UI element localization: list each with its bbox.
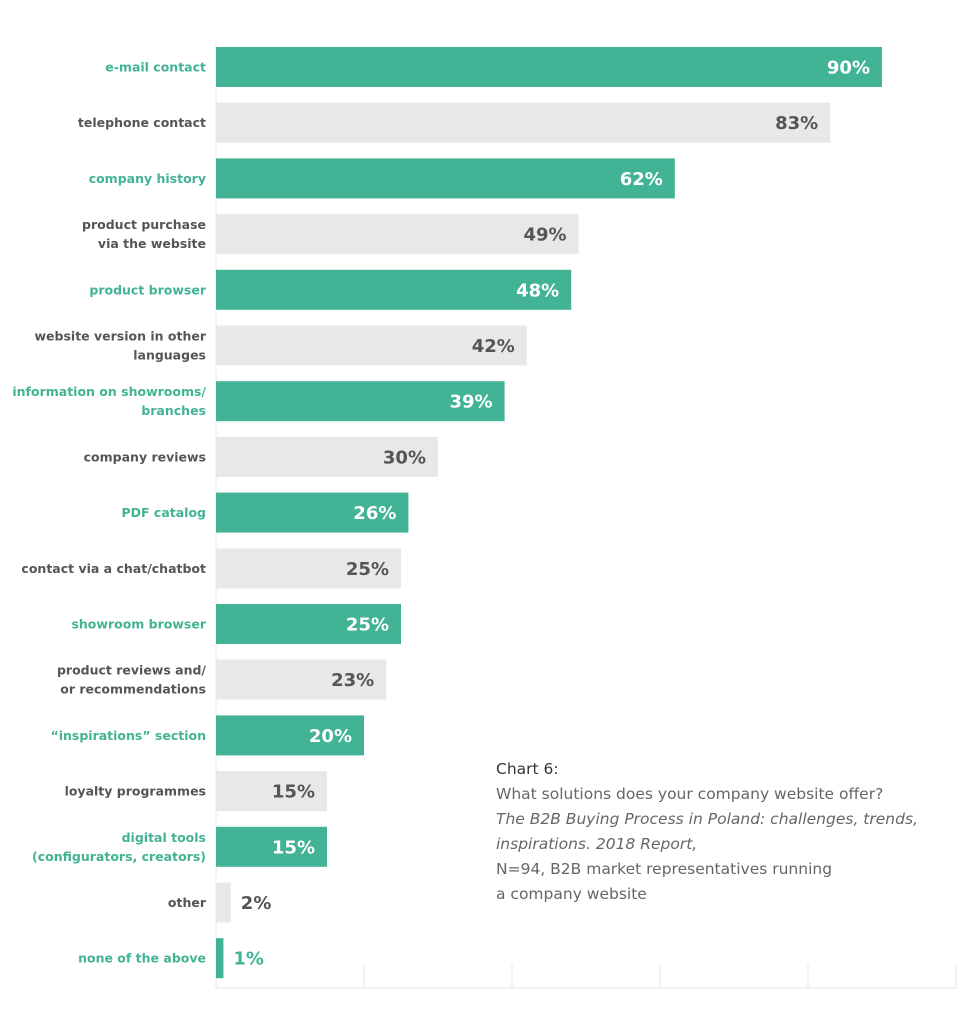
value-label: 39% bbox=[450, 392, 493, 413]
bar bbox=[216, 102, 831, 143]
category-label: contact via a chat/chatbot bbox=[21, 561, 206, 576]
value-label: 15% bbox=[272, 782, 315, 803]
bar bbox=[216, 158, 675, 199]
bar bbox=[216, 492, 409, 533]
bar bbox=[216, 659, 387, 700]
chart-caption: Chart 6: What solutions does your compan… bbox=[496, 757, 956, 907]
value-label: 49% bbox=[524, 225, 567, 246]
category-label: product purchase via the website bbox=[82, 217, 206, 251]
value-label: 48% bbox=[516, 280, 559, 301]
bar bbox=[216, 47, 882, 87]
category-label: website version in other languages bbox=[35, 329, 207, 363]
value-labels: 90% 83% 62% 49% 48% 42% 39% 30% 26% 25% 25% 23% 20% 1… bbox=[233, 58, 870, 970]
category-label: other bbox=[168, 895, 207, 910]
category-label: showroom browser bbox=[71, 617, 206, 632]
value-label: 23% bbox=[331, 670, 374, 691]
category-label: loyalty programmes bbox=[65, 784, 206, 799]
bar bbox=[216, 381, 505, 422]
value-label: 83% bbox=[775, 113, 818, 134]
value-label: 20% bbox=[309, 726, 352, 747]
bar bbox=[216, 214, 579, 255]
bar bbox=[216, 269, 572, 310]
value-label: 1% bbox=[233, 949, 264, 970]
category-label: “inspirations” section bbox=[51, 728, 207, 743]
category-label: telephone contact bbox=[78, 115, 206, 130]
category-label: company history bbox=[89, 171, 206, 186]
bar bbox=[216, 325, 527, 366]
value-label: 25% bbox=[346, 615, 389, 636]
category-label: information on showrooms/branches bbox=[12, 384, 206, 418]
value-label: 42% bbox=[472, 336, 515, 357]
category-label: company reviews bbox=[84, 449, 206, 464]
bar bbox=[216, 436, 438, 477]
bar bbox=[216, 826, 327, 867]
value-label: 26% bbox=[353, 503, 396, 524]
bar bbox=[216, 882, 231, 923]
category-label: product browser bbox=[89, 282, 206, 297]
value-label: 25% bbox=[346, 559, 389, 580]
caption-title: Chart 6: bbox=[496, 760, 559, 778]
bars bbox=[216, 47, 882, 979]
value-label: 30% bbox=[383, 447, 426, 468]
value-label: 2% bbox=[241, 893, 272, 914]
category-labels: e-mail contact telephone contact company h… bbox=[12, 60, 206, 966]
category-label: e-mail contact bbox=[105, 60, 206, 75]
value-label: 90% bbox=[827, 58, 870, 79]
value-label: 15% bbox=[272, 837, 315, 858]
value-label: 62% bbox=[620, 169, 663, 190]
bar bbox=[216, 715, 364, 756]
category-label: product reviews and/or recommendations bbox=[57, 663, 206, 697]
caption-question: What solutions does your company website… bbox=[496, 785, 884, 803]
bar bbox=[216, 771, 327, 812]
category-label: digital tools (configurators, creators) bbox=[32, 830, 206, 864]
caption-source: The B2B Buying Process in Poland: challe… bbox=[496, 810, 918, 853]
bar bbox=[216, 938, 224, 979]
category-label: none of the above bbox=[78, 951, 206, 966]
caption-sample: N=94, B2B market representatives running… bbox=[496, 860, 833, 903]
bar bbox=[216, 604, 401, 644]
category-label: PDF catalog bbox=[121, 505, 206, 520]
bar bbox=[216, 548, 401, 589]
